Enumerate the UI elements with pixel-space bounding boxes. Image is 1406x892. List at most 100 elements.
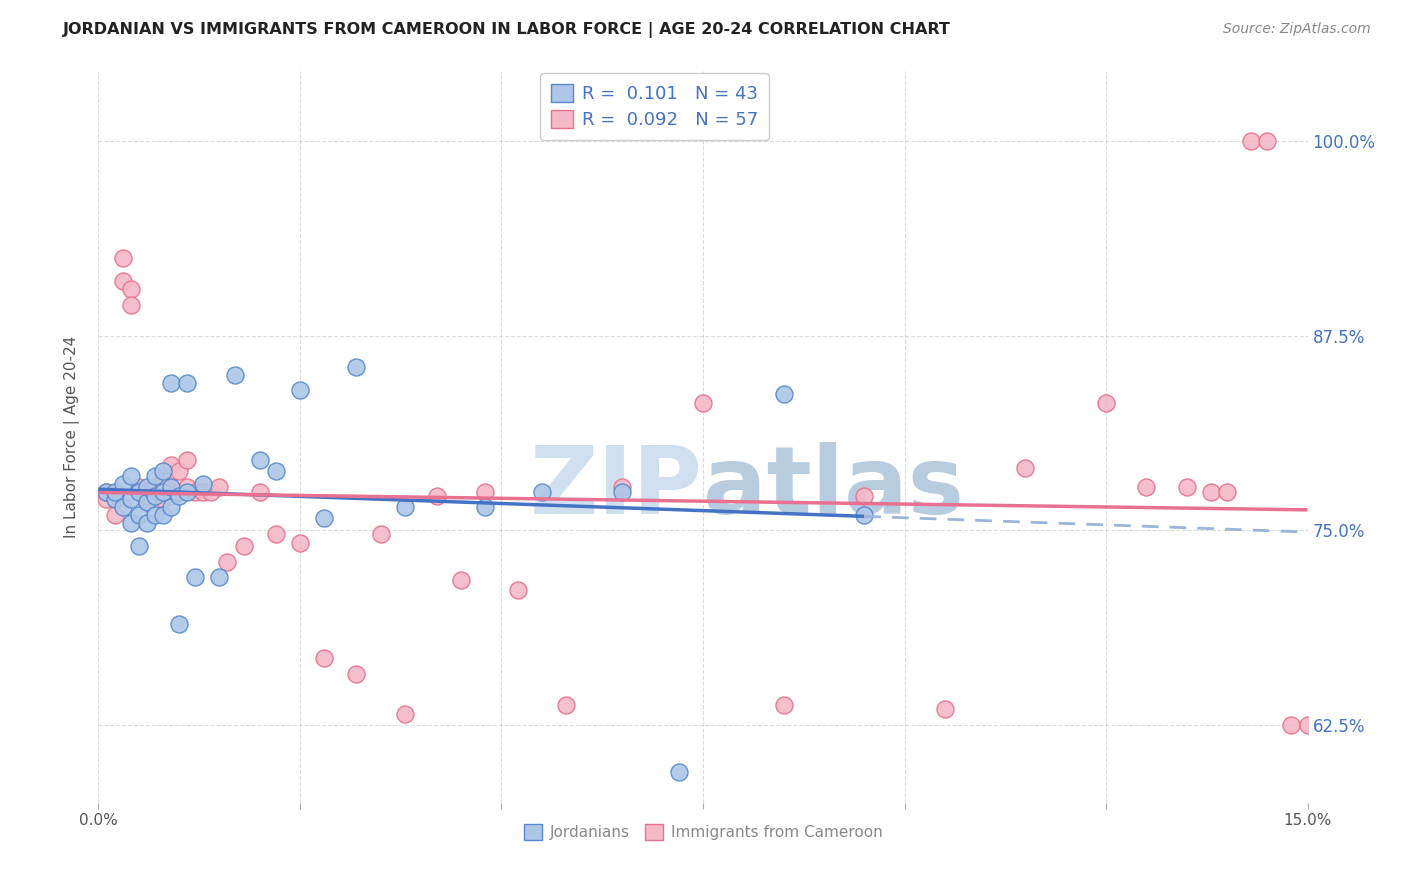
- Point: [249, 453, 271, 467]
- Point: [1256, 135, 1278, 149]
- Point: [120, 492, 142, 507]
- Point: [152, 492, 174, 507]
- Point: [111, 500, 134, 515]
- Point: [135, 484, 157, 499]
- Text: ZIP: ZIP: [530, 442, 703, 534]
- Point: [167, 484, 190, 499]
- Point: [111, 251, 134, 265]
- Point: [128, 484, 150, 499]
- Point: [1281, 718, 1303, 732]
- Point: [103, 508, 125, 522]
- Point: [176, 376, 198, 390]
- Point: [772, 698, 794, 712]
- Point: [120, 282, 142, 296]
- Point: [120, 516, 142, 530]
- Point: [853, 489, 876, 503]
- Point: [394, 500, 416, 515]
- Point: [111, 476, 134, 491]
- Point: [530, 484, 553, 499]
- Legend: Jordanians, Immigrants from Cameroon: Jordanians, Immigrants from Cameroon: [517, 818, 889, 847]
- Point: [1014, 461, 1036, 475]
- Point: [160, 500, 183, 515]
- Point: [184, 570, 207, 584]
- Point: [506, 582, 529, 597]
- Point: [1095, 396, 1118, 410]
- Point: [143, 508, 166, 522]
- Point: [224, 368, 246, 382]
- Point: [200, 484, 222, 499]
- Point: [249, 484, 271, 499]
- Point: [120, 298, 142, 312]
- Point: [103, 492, 125, 507]
- Point: [853, 508, 876, 522]
- Point: [193, 476, 215, 491]
- Point: [96, 492, 118, 507]
- Point: [1135, 480, 1157, 494]
- Point: [288, 384, 311, 398]
- Point: [160, 376, 183, 390]
- Point: [668, 764, 690, 779]
- Point: [103, 484, 125, 499]
- Point: [1240, 135, 1263, 149]
- Point: [120, 469, 142, 483]
- Point: [474, 484, 496, 499]
- Point: [152, 508, 174, 522]
- Point: [152, 464, 174, 478]
- Point: [135, 516, 157, 530]
- Point: [176, 453, 198, 467]
- Point: [96, 484, 118, 499]
- Point: [128, 480, 150, 494]
- Point: [394, 707, 416, 722]
- Point: [135, 495, 157, 509]
- Point: [208, 480, 231, 494]
- Point: [612, 480, 634, 494]
- Point: [692, 396, 714, 410]
- Point: [143, 489, 166, 503]
- Point: [160, 489, 183, 503]
- Point: [176, 480, 198, 494]
- Point: [772, 386, 794, 401]
- Point: [370, 526, 392, 541]
- Point: [96, 484, 118, 499]
- Point: [143, 469, 166, 483]
- Point: [934, 702, 956, 716]
- Point: [176, 484, 198, 499]
- Point: [344, 666, 367, 681]
- Point: [314, 511, 336, 525]
- Point: [314, 651, 336, 665]
- Point: [135, 489, 157, 503]
- Point: [264, 526, 287, 541]
- Point: [1199, 484, 1222, 499]
- Point: [152, 484, 174, 499]
- Point: [167, 464, 190, 478]
- Point: [152, 484, 174, 499]
- Point: [208, 570, 231, 584]
- Point: [232, 539, 254, 553]
- Point: [167, 489, 190, 503]
- Point: [217, 555, 239, 569]
- Text: atlas: atlas: [703, 442, 965, 534]
- Point: [143, 489, 166, 503]
- Text: JORDANIAN VS IMMIGRANTS FROM CAMEROON IN LABOR FORCE | AGE 20-24 CORRELATION CHA: JORDANIAN VS IMMIGRANTS FROM CAMEROON IN…: [63, 22, 950, 38]
- Point: [160, 480, 183, 494]
- Point: [160, 458, 183, 472]
- Point: [1296, 718, 1319, 732]
- Point: [167, 616, 190, 631]
- Point: [1216, 484, 1239, 499]
- Point: [143, 480, 166, 494]
- Point: [1175, 480, 1198, 494]
- Point: [450, 574, 472, 588]
- Point: [426, 489, 449, 503]
- Point: [160, 480, 183, 494]
- Point: [128, 508, 150, 522]
- Point: [135, 495, 157, 509]
- Point: [474, 500, 496, 515]
- Point: [128, 539, 150, 553]
- Point: [152, 474, 174, 488]
- Point: [193, 484, 215, 499]
- Point: [612, 484, 634, 499]
- Point: [135, 480, 157, 494]
- Point: [128, 484, 150, 499]
- Point: [288, 536, 311, 550]
- Text: Source: ZipAtlas.com: Source: ZipAtlas.com: [1223, 22, 1371, 37]
